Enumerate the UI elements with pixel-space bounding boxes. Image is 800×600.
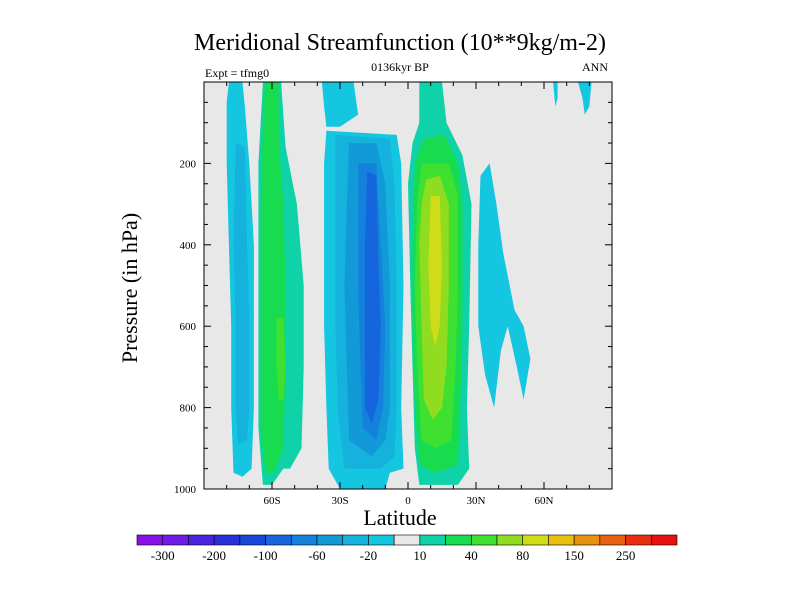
colorbar-box [470, 534, 498, 546]
chart-subtitle: 0136kyr BP [371, 60, 429, 74]
y-tick-label: 200 [180, 158, 197, 170]
y-tick-label: 400 [180, 240, 197, 252]
x-tick-label: 60S [263, 495, 280, 507]
colorbar-box [213, 534, 241, 546]
colorbar-box [496, 534, 524, 546]
colorbar-box [342, 534, 369, 546]
y-tick-label: 1000 [174, 484, 197, 496]
colorbar-box [188, 534, 215, 546]
contour-sh-polar-cell-inner [233, 143, 250, 445]
colorbar-box [625, 534, 652, 546]
contour-sh-hadley-fringe [321, 82, 359, 127]
x-tick-label: 30S [331, 495, 348, 507]
chart-title: Meridional Streamfunction (10**9kg/m-2) [194, 30, 606, 56]
colorbar-label: 150 [564, 548, 584, 563]
axes: 200 400 600 800 1000 60S 30S 0 30N 60N [174, 82, 612, 507]
colorbar-label: -20 [360, 548, 377, 563]
x-axis-title: Latitude [363, 505, 437, 530]
colorbar-box [548, 534, 575, 546]
colorbar-label: 250 [616, 548, 636, 563]
colorbar-box [239, 534, 266, 546]
x-tick-label: 30N [467, 495, 486, 507]
contour-sh-hadley-cell-center [364, 171, 381, 424]
colorbar-box [136, 534, 164, 546]
colorbar-label: -60 [308, 548, 325, 563]
contour-regions [226, 82, 592, 490]
period-label: ANN [582, 60, 608, 74]
colorbar-label: 40 [465, 548, 478, 563]
colorbar-box [368, 534, 395, 546]
colorbar-box [573, 534, 601, 546]
colorbar-box [393, 534, 421, 546]
colorbar-box [162, 534, 189, 546]
y-tick-label: 600 [180, 321, 197, 333]
colorbar-box [522, 534, 549, 546]
colorbar-label: 10 [413, 548, 426, 563]
colorbar-box [599, 534, 626, 546]
colorbar-label: -200 [202, 548, 226, 563]
contour-nh-polar-fringe-west [553, 82, 558, 107]
contour-nh-hadley-cell-center [428, 196, 442, 347]
colorbar-box [445, 534, 472, 546]
colorbar-box [650, 534, 678, 546]
colorbar-box [265, 534, 292, 546]
contour-sh-ferrel-cell-core [276, 318, 286, 400]
colorbar-box [419, 534, 446, 546]
colorbar-label: 80 [516, 548, 529, 563]
colorbar-label: -100 [254, 548, 278, 563]
colorbar: -300 -200 -100 -60 -20 10 40 80 150 250 [136, 534, 678, 563]
colorbar-box [290, 534, 318, 546]
y-tick-label: 800 [180, 403, 197, 415]
contour-nh-polar-fringe-east [578, 82, 592, 115]
contour-nh-ferrel-cell [478, 163, 531, 408]
colorbar-label: -300 [151, 548, 175, 563]
x-tick-label: 60N [535, 495, 554, 507]
x-tick-label: 0 [405, 495, 411, 507]
colorbar-box [316, 534, 344, 546]
experiment-label: Expt = tfmg0 [205, 66, 270, 80]
